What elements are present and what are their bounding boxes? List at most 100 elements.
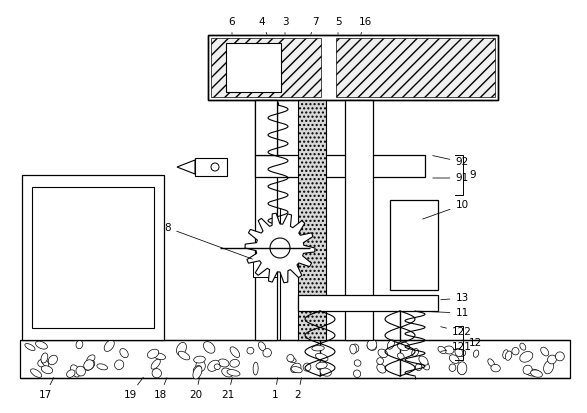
Text: 91: 91 <box>433 173 468 183</box>
Ellipse shape <box>555 352 564 361</box>
Bar <box>211 38 321 97</box>
Ellipse shape <box>193 366 201 373</box>
Ellipse shape <box>387 340 394 349</box>
Ellipse shape <box>291 363 301 373</box>
Text: 10: 10 <box>423 200 468 219</box>
Bar <box>255 100 277 340</box>
Text: 1: 1 <box>272 378 278 400</box>
Bar <box>298 295 438 311</box>
Ellipse shape <box>378 349 387 358</box>
Ellipse shape <box>377 358 383 364</box>
Ellipse shape <box>531 370 542 377</box>
Ellipse shape <box>38 359 46 367</box>
Ellipse shape <box>196 361 205 371</box>
Ellipse shape <box>377 364 386 373</box>
Ellipse shape <box>230 347 239 358</box>
Ellipse shape <box>320 368 331 376</box>
Text: 9: 9 <box>469 170 475 180</box>
Ellipse shape <box>544 361 554 374</box>
Ellipse shape <box>247 347 254 354</box>
Ellipse shape <box>253 362 258 375</box>
Ellipse shape <box>48 355 58 365</box>
Ellipse shape <box>85 361 95 370</box>
Ellipse shape <box>457 350 465 356</box>
Ellipse shape <box>416 364 422 370</box>
Ellipse shape <box>291 367 302 373</box>
Ellipse shape <box>36 341 48 349</box>
Text: 13: 13 <box>441 293 468 303</box>
Text: 17: 17 <box>38 377 54 400</box>
Text: 92: 92 <box>433 156 468 167</box>
Ellipse shape <box>457 362 467 375</box>
Ellipse shape <box>151 359 160 369</box>
Ellipse shape <box>214 364 220 370</box>
Ellipse shape <box>523 365 532 374</box>
Ellipse shape <box>287 357 296 363</box>
Ellipse shape <box>316 353 328 361</box>
Ellipse shape <box>41 366 53 374</box>
Ellipse shape <box>455 348 463 357</box>
Bar <box>255 155 425 177</box>
Ellipse shape <box>97 364 107 370</box>
Ellipse shape <box>367 343 376 350</box>
Ellipse shape <box>227 370 240 376</box>
Ellipse shape <box>473 350 479 357</box>
Text: 5: 5 <box>335 17 341 34</box>
Circle shape <box>270 238 290 258</box>
Text: 20: 20 <box>190 378 203 400</box>
Bar <box>195 158 227 176</box>
Ellipse shape <box>84 360 94 370</box>
Ellipse shape <box>367 339 377 350</box>
Bar <box>390 200 438 290</box>
Bar <box>20 340 570 378</box>
Ellipse shape <box>491 364 500 372</box>
Text: 7: 7 <box>311 17 318 34</box>
Ellipse shape <box>41 358 49 366</box>
Ellipse shape <box>519 351 533 362</box>
Ellipse shape <box>66 370 75 377</box>
Ellipse shape <box>147 349 158 358</box>
Ellipse shape <box>194 356 205 363</box>
Ellipse shape <box>397 342 410 351</box>
Ellipse shape <box>411 349 419 356</box>
Ellipse shape <box>193 366 202 379</box>
Ellipse shape <box>354 360 361 366</box>
Ellipse shape <box>208 360 220 371</box>
Bar <box>253 255 277 277</box>
Bar <box>298 100 326 340</box>
Ellipse shape <box>548 355 556 364</box>
Bar <box>255 100 277 155</box>
Ellipse shape <box>419 356 428 365</box>
Ellipse shape <box>204 342 215 353</box>
Ellipse shape <box>457 368 465 374</box>
Ellipse shape <box>444 346 454 354</box>
Ellipse shape <box>316 362 327 369</box>
Ellipse shape <box>420 360 430 370</box>
Ellipse shape <box>397 353 404 360</box>
Ellipse shape <box>120 349 128 358</box>
Ellipse shape <box>317 360 326 370</box>
Ellipse shape <box>350 344 356 354</box>
Ellipse shape <box>505 351 512 360</box>
Bar <box>345 100 373 340</box>
Bar <box>32 187 154 328</box>
Text: 3: 3 <box>282 17 288 34</box>
Ellipse shape <box>450 355 459 363</box>
Ellipse shape <box>353 370 360 377</box>
Ellipse shape <box>177 342 187 355</box>
Ellipse shape <box>512 347 519 355</box>
Ellipse shape <box>154 353 166 360</box>
Ellipse shape <box>352 344 359 352</box>
Text: 18: 18 <box>153 377 167 400</box>
Ellipse shape <box>520 343 526 350</box>
Ellipse shape <box>312 346 324 351</box>
Ellipse shape <box>87 355 95 363</box>
Text: 16: 16 <box>359 17 372 34</box>
Text: 4: 4 <box>259 17 267 34</box>
Ellipse shape <box>41 353 48 363</box>
Ellipse shape <box>526 369 539 376</box>
Ellipse shape <box>178 351 190 360</box>
Ellipse shape <box>218 359 229 367</box>
Text: 21: 21 <box>221 378 235 400</box>
Ellipse shape <box>541 347 549 356</box>
